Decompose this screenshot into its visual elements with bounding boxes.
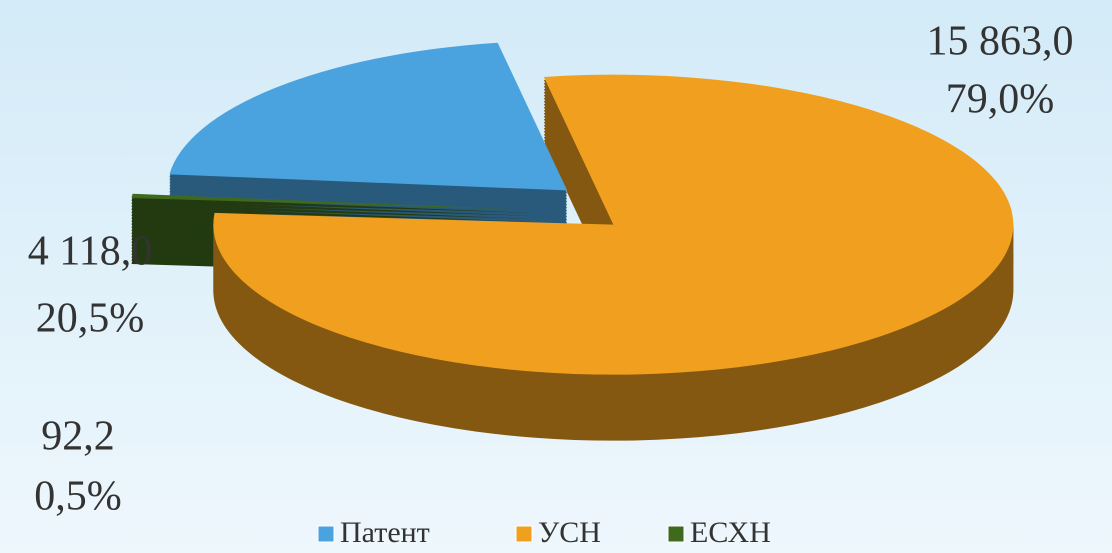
value-label: 15 863,0	[927, 19, 1074, 65]
legend-swatch	[317, 525, 335, 543]
legend-swatch	[667, 525, 685, 543]
slice	[213, 74, 1014, 375]
legend-swatch	[515, 525, 533, 543]
legend-label: УСН	[538, 516, 601, 549]
value-label: 4 118,0	[28, 229, 152, 275]
percent-label: 0,5%	[34, 474, 122, 520]
legend-label: Патент	[340, 516, 430, 549]
legend-label: ЕСХН	[690, 516, 771, 549]
percent-label: 79,0%	[946, 77, 1055, 123]
value-label: 92,2	[41, 414, 115, 460]
slice	[131, 193, 531, 210]
percent-label: 20,5%	[36, 296, 145, 342]
slice	[169, 42, 568, 191]
